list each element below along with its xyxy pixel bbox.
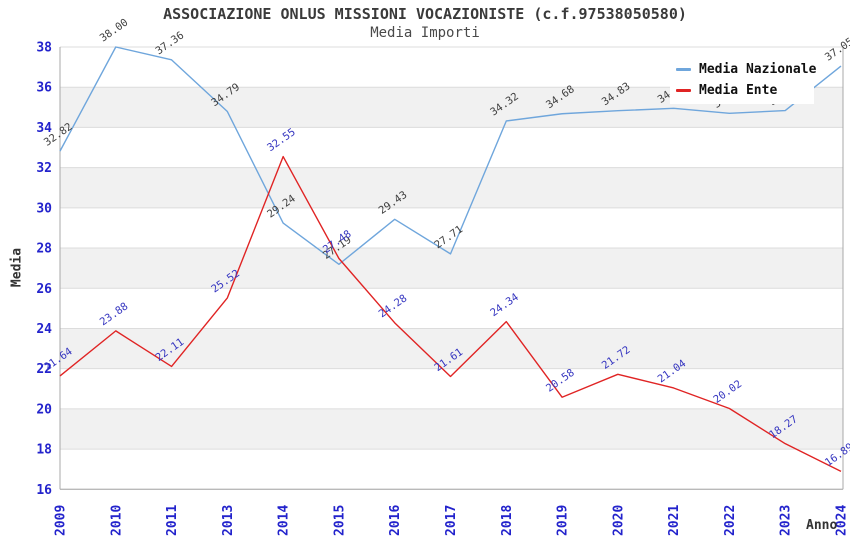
x-tick-label: 2022 (723, 505, 738, 536)
grid-band (60, 328, 843, 369)
x-tick-label: 2020 (611, 505, 626, 536)
svg-text:2011: 2011 (165, 505, 180, 536)
y-tick-label: 18 (36, 443, 52, 458)
legend-item-media-ente: Media Ente (676, 83, 814, 98)
grid-band (60, 408, 843, 450)
point-label: 27.71 (432, 223, 465, 251)
svg-text:2019: 2019 (556, 505, 571, 536)
legend-swatch-nazionale-line-icon (676, 68, 691, 71)
legend-label: Media Nazionale (699, 62, 817, 77)
legend-label: Media Ente (699, 83, 778, 98)
legend-swatch-ente-line-icon (676, 89, 691, 92)
svg-text:23.88: 23.88 (98, 300, 131, 328)
y-tick-label: 22 (36, 362, 52, 377)
point-label: 24.34 (488, 291, 521, 319)
y-tick-label: 16 (36, 483, 52, 498)
chart-title: ASSOCIAZIONE ONLUS MISSIONI VOCAZIONISTE… (163, 5, 687, 23)
x-tick-label: 2016 (388, 505, 403, 536)
x-tick-label: 2009 (54, 505, 69, 536)
x-tick-label: 2023 (779, 505, 794, 536)
svg-text:24.34: 24.34 (488, 291, 521, 319)
chart-subtitle: Media Importi (370, 25, 480, 41)
y-tick-label: 28 (36, 242, 52, 257)
x-tick-label: 2013 (221, 505, 236, 536)
svg-text:2013: 2013 (221, 505, 236, 536)
svg-text:20.02: 20.02 (711, 378, 744, 406)
x-tick-label: 2017 (444, 505, 459, 536)
svg-text:2009: 2009 (54, 505, 69, 536)
svg-text:2023: 2023 (779, 505, 794, 536)
svg-text:2016: 2016 (388, 505, 403, 536)
x-tick-label: 2014 (277, 505, 292, 536)
x-tick-label: 2011 (165, 505, 180, 536)
point-label: 20.02 (711, 378, 744, 406)
y-tick-label: 24 (36, 322, 52, 337)
svg-text:20.58: 20.58 (544, 367, 577, 395)
grid-band (60, 248, 843, 289)
legend-item-media-nazionale: Media Nazionale (676, 62, 817, 77)
series-line-media-nazionale (59, 46, 842, 266)
x-tick-label: 2021 (667, 505, 682, 536)
y-tick-label: 36 (36, 81, 52, 96)
svg-text:32.55: 32.55 (265, 126, 298, 154)
x-tick-label: 2018 (500, 505, 515, 536)
point-label: 32.55 (265, 126, 298, 154)
x-tick-label: 2015 (332, 505, 347, 536)
series-line-media-ente (59, 155, 842, 473)
point-label: 20.58 (544, 367, 577, 395)
y-tick-label: 26 (36, 282, 52, 297)
y-tick-label: 30 (36, 201, 52, 216)
x-tick-label: 2019 (556, 505, 571, 536)
grid-band (60, 167, 843, 208)
legend-box: Media Nazionale Media Ente (670, 56, 817, 104)
y-tick-label: 34 (36, 121, 52, 136)
svg-text:2021: 2021 (667, 505, 682, 536)
svg-text:27.71: 27.71 (432, 223, 465, 251)
point-label: 24.28 (377, 292, 410, 320)
svg-text:2010: 2010 (109, 505, 124, 536)
y-tick-label: 32 (36, 161, 52, 176)
svg-text:2024: 2024 (835, 505, 850, 536)
svg-text:2017: 2017 (444, 505, 459, 536)
y-tick-label: 38 (36, 41, 52, 56)
svg-text:2022: 2022 (723, 505, 738, 536)
svg-text:2018: 2018 (500, 505, 515, 536)
x-tick-label: 2010 (109, 505, 124, 536)
svg-text:2020: 2020 (611, 505, 626, 536)
x-axis-title: Anno (806, 518, 838, 533)
y-axis-title: Media (9, 247, 25, 288)
svg-text:24.28: 24.28 (377, 292, 410, 320)
y-tick-label: 20 (36, 402, 52, 417)
svg-text:2014: 2014 (277, 505, 292, 536)
point-label: 23.88 (98, 300, 131, 328)
svg-text:2015: 2015 (332, 505, 347, 536)
x-tick-label: 2024 (835, 505, 850, 536)
